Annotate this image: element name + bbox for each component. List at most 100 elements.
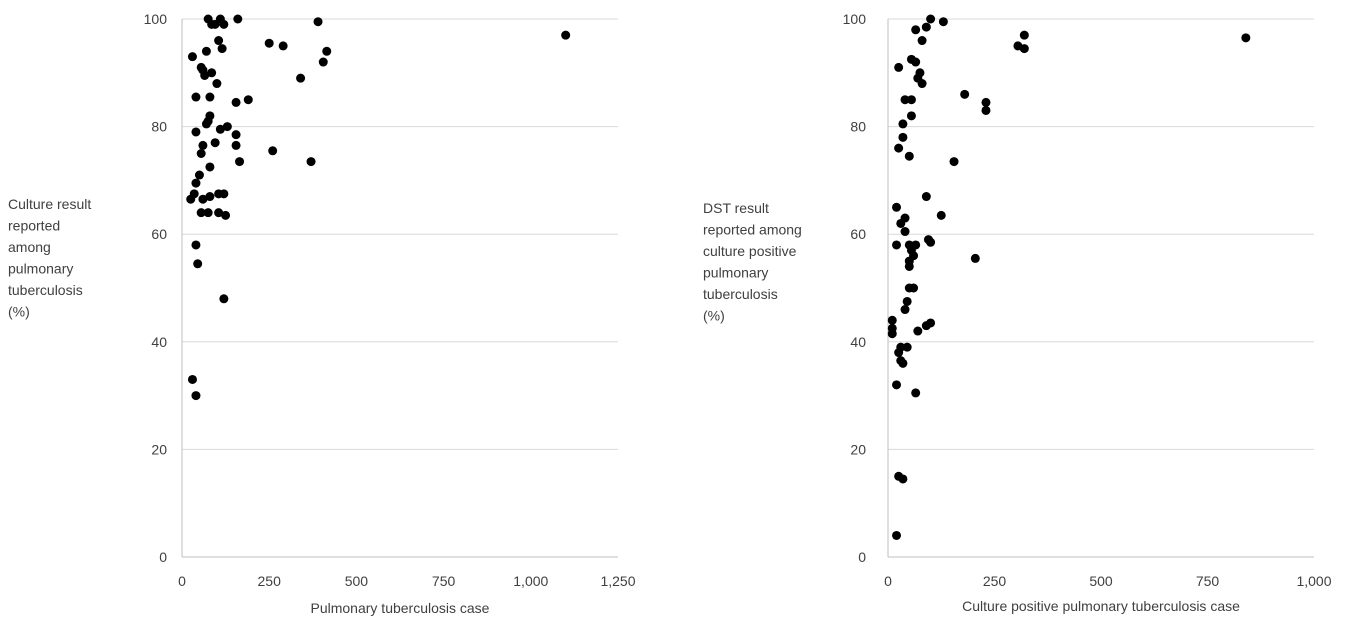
right-data-point	[894, 62, 904, 72]
left-data-point	[207, 68, 217, 78]
right-data-point	[900, 305, 910, 315]
left-data-point	[205, 192, 215, 202]
left-data-point	[205, 92, 215, 102]
left-data-point	[268, 146, 278, 156]
right-data-point	[1019, 30, 1029, 40]
right-data-point	[898, 474, 908, 484]
left-data-point	[203, 208, 213, 218]
right-data-point	[892, 530, 902, 540]
right-data-point	[1019, 44, 1029, 54]
left-y-tick-label: 0	[159, 549, 167, 565]
right-data-point	[894, 348, 904, 358]
left-data-point	[322, 46, 332, 56]
right-data-point	[921, 321, 931, 331]
right-data-point	[892, 240, 902, 250]
left-scatter-chart: 0 20 40 60 80 100 0 250 500 750 1,000 1,250 Pulmonar…	[8, 11, 636, 616]
left-y-tick-label: 60	[151, 226, 167, 242]
left-data-point	[187, 52, 197, 62]
left-data-point	[219, 19, 229, 29]
left-data-point	[215, 124, 225, 134]
right-data-point	[926, 237, 936, 247]
right-data-point	[1241, 33, 1251, 43]
left-data-point	[214, 36, 224, 46]
right-data-point	[913, 326, 923, 336]
right-data-point	[904, 261, 914, 271]
right-x-axis-label: Culture positive pulmonary tuberculosis …	[962, 598, 1240, 614]
left-data-point	[221, 210, 231, 220]
left-data-point	[306, 157, 316, 167]
right-data-point	[900, 95, 910, 105]
right-y-tick-label: 60	[850, 226, 866, 242]
left-x-tick-label: 1,000	[513, 573, 548, 589]
left-y-tick-label: 20	[151, 441, 167, 457]
right-y-tick-label: 20	[850, 441, 866, 457]
right-data-point	[887, 315, 897, 325]
right-data-point	[906, 111, 916, 121]
right-data-point	[960, 89, 970, 99]
right-x-tick-label: 1,000	[1296, 573, 1331, 589]
left-data-point	[231, 140, 241, 150]
left-data-point	[222, 122, 232, 132]
right-data-point	[906, 95, 916, 105]
left-data-point	[205, 162, 215, 172]
right-data-point	[911, 388, 921, 398]
right-x-tick-label: 250	[983, 573, 1007, 589]
right-data-point	[917, 79, 927, 89]
left-data-point	[313, 17, 323, 27]
right-data-point	[892, 380, 902, 390]
left-data-point	[194, 170, 204, 180]
right-data-point	[981, 105, 991, 115]
left-y-tick-label: 80	[151, 119, 167, 135]
left-x-tick-label: 250	[258, 573, 282, 589]
right-y-axis-label: DST result reported among culture positive…	[703, 200, 802, 324]
left-data-point	[193, 259, 203, 269]
left-data-point	[231, 97, 241, 107]
left-x-tick-label: 750	[432, 573, 456, 589]
left-data-point	[196, 149, 206, 158]
left-data-point	[217, 44, 227, 54]
left-data-point	[201, 119, 211, 129]
right-data-point	[921, 22, 931, 32]
left-data-point	[318, 57, 328, 67]
left-y-tick-label: 40	[151, 334, 167, 350]
left-data-point	[191, 178, 201, 188]
right-x-tick-label: 0	[884, 573, 892, 589]
right-data-point	[900, 227, 910, 237]
left-data-point	[191, 127, 201, 137]
right-data-point	[911, 57, 921, 67]
right-data-point	[970, 253, 980, 263]
left-data-point	[191, 240, 201, 250]
right-data-point	[896, 218, 906, 228]
right-scatter-chart: 0 20 40 60 80 100 0 250 500 750 1,000 Culture posit…	[703, 11, 1332, 614]
right-data-point	[898, 358, 908, 368]
right-data-point	[926, 14, 936, 24]
right-y-tick-label: 0	[858, 549, 866, 565]
left-data-point	[235, 157, 245, 167]
left-x-axis-label: Pulmonary tuberculosis case	[311, 600, 490, 616]
left-data-point	[200, 70, 210, 80]
left-data-point	[187, 374, 197, 384]
left-x-tick-label: 1,250	[600, 573, 635, 589]
left-x-tick-label: 0	[178, 573, 186, 589]
left-data-point	[214, 208, 224, 218]
left-data-point	[201, 46, 211, 56]
left-data-point	[191, 92, 201, 102]
right-data-point	[894, 143, 904, 153]
left-data-point	[561, 30, 571, 40]
right-data-point	[887, 329, 897, 339]
left-data-point	[231, 130, 241, 140]
right-data-point	[902, 296, 912, 306]
left-data-point	[191, 391, 201, 401]
right-data-point	[917, 36, 927, 46]
right-data-point	[909, 283, 919, 293]
right-data-point	[904, 151, 914, 161]
left-data-point	[278, 41, 288, 51]
left-data-point	[219, 294, 229, 304]
right-data-point	[902, 342, 912, 352]
right-y-tick-label: 40	[850, 334, 866, 350]
right-data-point	[892, 202, 902, 212]
left-data-point	[243, 95, 253, 105]
right-data-point	[938, 17, 948, 27]
right-x-tick-label: 500	[1089, 573, 1113, 589]
